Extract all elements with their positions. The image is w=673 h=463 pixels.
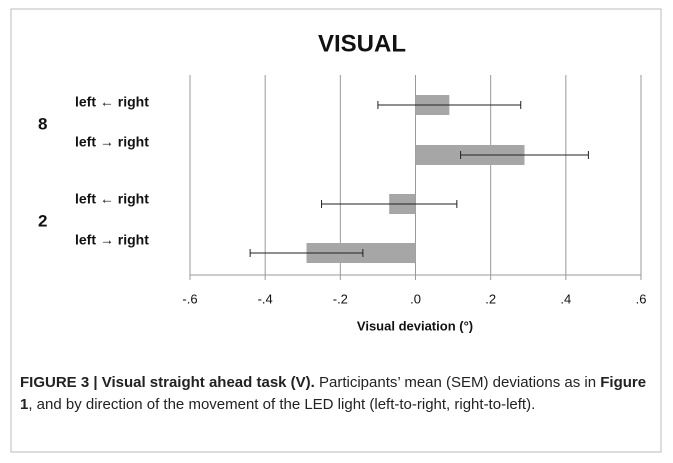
y-tick-label: left ← right — [75, 94, 149, 110]
x-tick-label: .6 — [636, 291, 647, 306]
y-tick-label: left → right — [75, 134, 149, 150]
caption: FIGURE 3 | Visual straight ahead task (V… — [20, 372, 660, 416]
x-tick-label: .4 — [560, 291, 571, 306]
y-tick-label: left → right — [75, 232, 149, 248]
caption-part: Figure 1 — [20, 374, 647, 413]
x-tick-label: -.2 — [333, 291, 348, 306]
error-bar — [249, 249, 364, 257]
error-bar — [377, 101, 522, 109]
group-label: 2 — [38, 211, 47, 230]
chart-title: VISUAL — [318, 30, 406, 57]
x-tick-label: .0 — [410, 291, 421, 306]
error-bar — [321, 200, 458, 208]
caption-part: Participants’ mean (SEM) deviations as i… — [314, 374, 601, 391]
frame — [10, 8, 662, 453]
caption-part: , and by direction of the movement of th… — [28, 396, 536, 413]
x-tick-label: .2 — [485, 291, 496, 306]
x-axis-label: Visual deviation (°) — [357, 318, 473, 333]
x-tick-label: -.6 — [182, 291, 197, 306]
error-bar — [460, 151, 589, 159]
x-tick-label: -.4 — [258, 291, 273, 306]
y-tick-label: left ← right — [75, 191, 149, 207]
group-label: 8 — [38, 114, 47, 133]
caption-part: FIGURE 3 | Visual straight ahead task (V… — [20, 374, 315, 391]
